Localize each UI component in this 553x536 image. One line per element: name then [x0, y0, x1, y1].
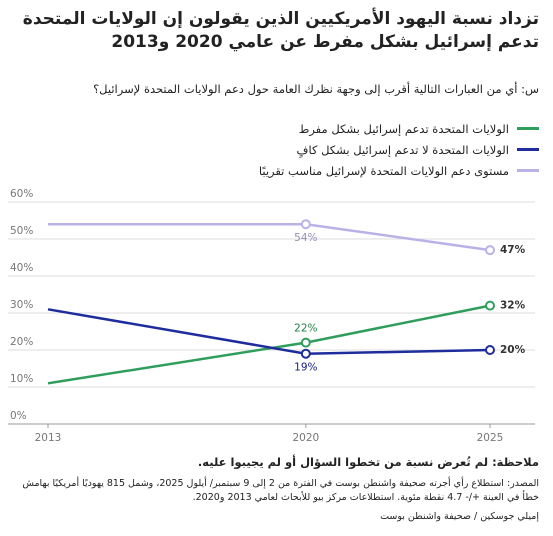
chart: 0% 10% 20% 30% 40% 50% 60% 2013 2020 2025 22% 32% 19…: [8, 188, 535, 444]
point-marker: [485, 345, 495, 355]
y-tick-label: 20%: [10, 336, 33, 348]
point-marker: [300, 219, 311, 230]
value-label: 19%: [294, 362, 317, 374]
series-line: [47, 304, 491, 385]
legend-label: الولايات المتحدة لا تدعم إسرائيل بشكل كا…: [296, 142, 509, 157]
source: المصدر: استطلاع رأي أجرته صحيفة واشنطن ب…: [22, 478, 539, 503]
credit: إميلي جوسكين / صحيفة واشنطن بوست: [380, 511, 539, 522]
x-tick-label: 2025: [477, 432, 504, 444]
value-label: 20%: [500, 344, 526, 356]
legend-swatch: [517, 127, 539, 130]
point-marker: [300, 348, 311, 359]
value-label: 22%: [294, 323, 317, 335]
series-line: [47, 308, 491, 355]
legend-swatch: [517, 169, 539, 172]
y-tick-label: 0%: [10, 410, 27, 422]
y-tick-label: 50%: [10, 225, 33, 237]
value-label: 47%: [500, 244, 526, 256]
point-marker: [485, 300, 495, 311]
legend-item: الولايات المتحدة تدعم إسرائيل بشكل مفرط: [150, 118, 539, 139]
legend-item: الولايات المتحدة لا تدعم إسرائيل بشكل كا…: [150, 139, 539, 160]
legend-swatch: [517, 148, 539, 151]
legend-label: مستوى دعم الولايات المتحدة لإسرائيل مناس…: [258, 163, 509, 178]
chart-title: تزداد نسبة اليهود الأمريكيين الذين يقولو…: [22, 9, 539, 52]
y-tick-label: 60%: [10, 188, 33, 200]
point-marker: [300, 337, 311, 348]
x-tick-label: 2013: [35, 432, 62, 444]
chart-subtitle: س: أي من العبارات التالية أقرب إلى وجهة …: [93, 82, 539, 96]
series-line: [48, 222, 491, 252]
point-marker: [485, 245, 495, 256]
y-tick-label: 30%: [10, 299, 33, 311]
value-label: 54%: [294, 232, 317, 244]
note: ملاحظة: لم تُعرض نسبة من تخطوا السؤال أو…: [197, 455, 539, 469]
x-tick-label: 2020: [292, 432, 319, 444]
y-tick-label: 40%: [10, 262, 33, 274]
value-label: 32%: [500, 300, 526, 312]
legend-item: مستوى دعم الولايات المتحدة لإسرائيل مناس…: [150, 160, 539, 181]
legend-label: الولايات المتحدة تدعم إسرائيل بشكل مفرط: [298, 121, 509, 136]
legend: الولايات المتحدة تدعم إسرائيل بشكل مفرط ا…: [150, 118, 539, 181]
y-tick-label: 10%: [10, 373, 33, 385]
